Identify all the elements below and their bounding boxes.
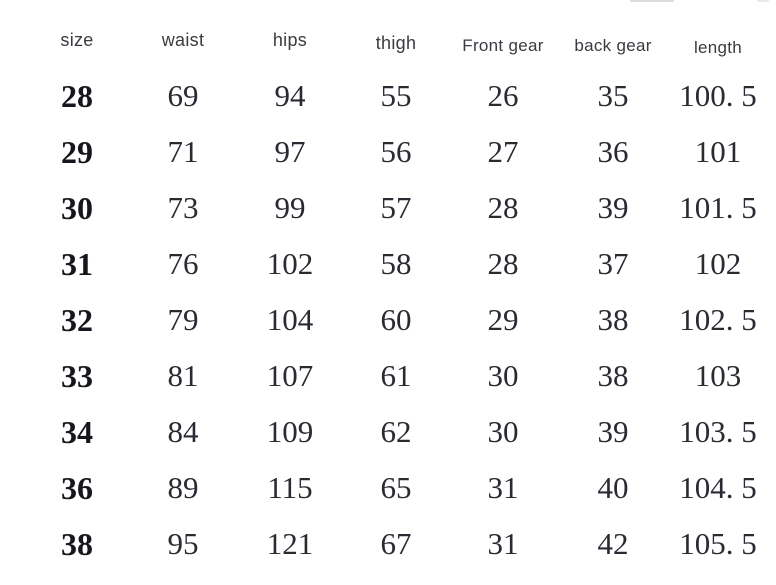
table-cell: 104 — [266, 302, 314, 337]
table-cell: 115 — [267, 470, 313, 505]
size-cell: 36 — [61, 469, 93, 506]
table-cell: 94 — [274, 78, 306, 113]
table-cell: 30 — [487, 358, 519, 393]
size-cell: 38 — [61, 525, 93, 562]
table-cell: 26 — [487, 78, 519, 113]
table-cell: 81 — [167, 358, 199, 393]
table-cell: 57 — [380, 190, 412, 225]
table-cell: 38 — [597, 358, 629, 393]
size-cell: 29 — [61, 133, 93, 170]
table-cell: 100. 5 — [679, 78, 757, 113]
table-cell: 95 — [167, 526, 199, 561]
size-cell: 31 — [61, 245, 93, 282]
column-header-hips: hips — [272, 29, 308, 50]
table-cell: 76 — [167, 246, 199, 281]
table-cell: 84 — [167, 414, 199, 449]
table-cell: 60 — [380, 302, 412, 337]
table-cell: 109 — [266, 414, 314, 449]
size-cell: 34 — [61, 413, 93, 450]
table-cell: 105. 5 — [679, 526, 757, 561]
table-cell: 37 — [597, 246, 629, 281]
table-cell: 107 — [266, 358, 314, 393]
size-cell: 33 — [61, 357, 93, 394]
table-cell: 58 — [380, 246, 412, 281]
table-cell: 102. 5 — [679, 302, 757, 337]
table-cell: 29 — [487, 302, 519, 337]
table-cell: 73 — [167, 190, 199, 225]
table-cell: 103 — [694, 358, 742, 393]
table-cell: 89 — [167, 470, 199, 505]
table-cell: 56 — [380, 134, 412, 169]
table-cell: 104. 5 — [679, 470, 757, 505]
table-cell: 65 — [380, 470, 412, 505]
size-cell: 28 — [61, 77, 93, 114]
column-header-waist: waist — [161, 29, 205, 50]
column-header-front-gear: Front gear — [462, 36, 544, 55]
table-cell: 101. 5 — [679, 190, 757, 225]
table-cell: 97 — [274, 134, 306, 169]
table-cell: 69 — [167, 78, 199, 113]
table-cell: 39 — [597, 190, 629, 225]
table-cell: 101 — [694, 134, 742, 169]
top-edge-artifact — [757, 0, 769, 2]
table-cell: 27 — [487, 134, 519, 169]
table-cell: 79 — [167, 302, 199, 337]
table-cell: 55 — [380, 78, 412, 113]
table-cell: 99 — [274, 190, 306, 225]
table-cell: 35 — [597, 78, 629, 113]
table-cell: 38 — [597, 302, 629, 337]
column-header-size: size — [60, 29, 94, 50]
table-cell: 39 — [597, 414, 629, 449]
table-cell: 67 — [380, 526, 412, 561]
table-cell: 102 — [694, 246, 742, 281]
table-cell: 42 — [597, 526, 629, 561]
table-cell: 121 — [266, 526, 314, 561]
table-cell: 28 — [487, 246, 519, 281]
column-header-back-gear: back gear — [574, 36, 652, 55]
table-cell: 62 — [380, 414, 412, 449]
table-cell: 36 — [597, 134, 629, 169]
column-header-length: length — [693, 38, 743, 57]
table-cell: 61 — [380, 358, 412, 393]
column-header-thigh: thigh — [375, 32, 417, 53]
table-cell: 71 — [167, 134, 199, 169]
size-chart-table: size waist hips thigh Front gear back gear len… — [24, 0, 768, 572]
size-cell: 32 — [61, 301, 93, 338]
table-cell: 103. 5 — [679, 414, 757, 449]
table-cell: 102 — [266, 246, 314, 281]
table-cell: 31 — [487, 470, 519, 505]
table-cell: 40 — [597, 470, 629, 505]
table-cell: 30 — [487, 414, 519, 449]
top-edge-artifact — [630, 0, 674, 2]
table-cell: 31 — [487, 526, 519, 561]
table-cell: 28 — [487, 190, 519, 225]
size-cell: 30 — [61, 189, 93, 226]
